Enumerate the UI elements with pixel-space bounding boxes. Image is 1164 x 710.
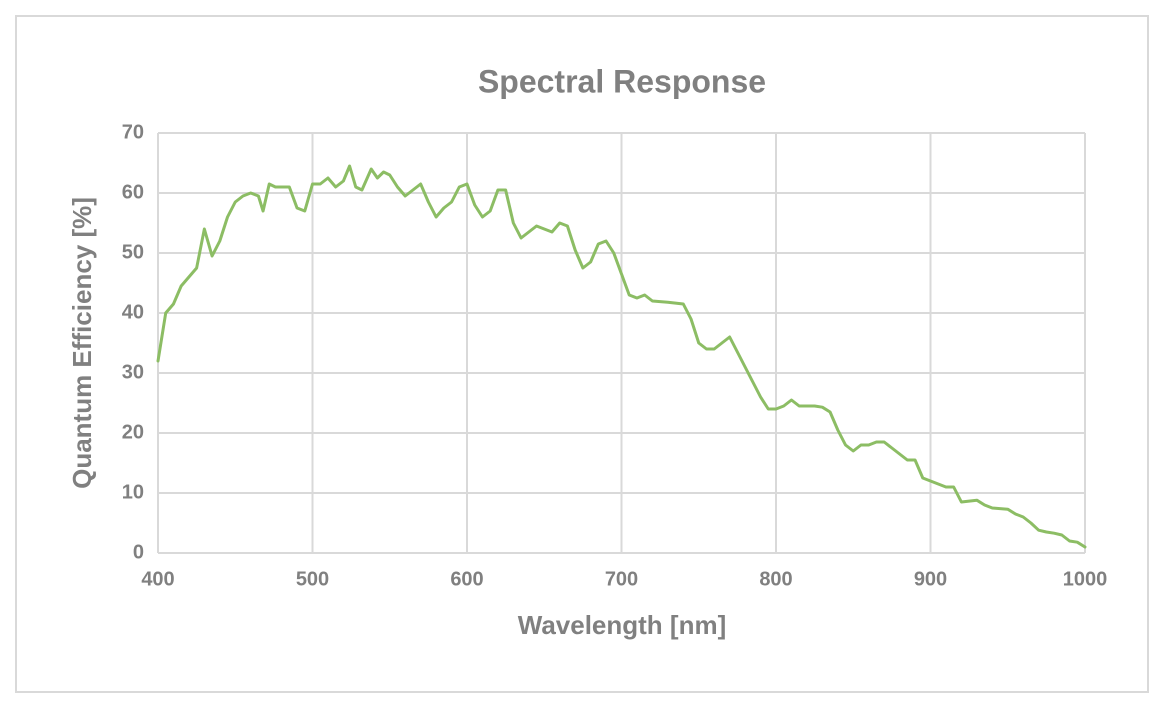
x-tick-label: 800 (759, 568, 792, 590)
y-tick-label: 60 (122, 181, 144, 203)
x-tick-label: 500 (296, 568, 329, 590)
x-axis-title: Wavelength [nm] (518, 610, 726, 640)
x-tick-label: 1000 (1063, 568, 1108, 590)
x-tick-label: 900 (914, 568, 947, 590)
chart-title: Spectral Response (478, 63, 766, 99)
y-tick-label: 70 (122, 121, 144, 143)
y-axis-title: Quantum Efficiency [%] (67, 197, 97, 489)
y-tick-label: 30 (122, 361, 144, 383)
y-tick-label: 0 (133, 541, 144, 563)
data-line (156, 164, 1087, 549)
y-tick-label: 10 (122, 481, 144, 503)
y-tick-label: 50 (122, 241, 144, 263)
x-tick-label: 700 (605, 568, 638, 590)
x-tick-label: 600 (450, 568, 483, 590)
y-tick-label: 20 (122, 421, 144, 443)
chart-frame (15, 15, 1149, 693)
y-tick-label: 40 (122, 301, 144, 323)
x-tick-label: 400 (141, 568, 174, 590)
